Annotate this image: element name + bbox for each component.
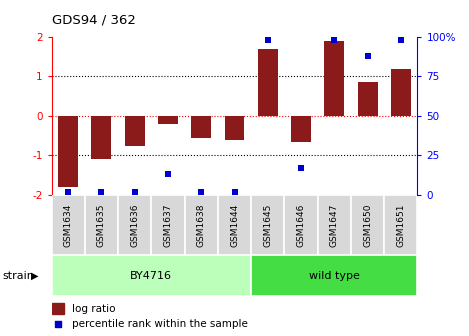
Point bbox=[364, 53, 371, 58]
FancyBboxPatch shape bbox=[384, 195, 417, 255]
Bar bbox=[52, 303, 64, 314]
Point bbox=[264, 37, 272, 43]
Text: GSM1646: GSM1646 bbox=[296, 203, 305, 247]
FancyBboxPatch shape bbox=[185, 195, 218, 255]
FancyBboxPatch shape bbox=[251, 195, 284, 255]
Text: strain: strain bbox=[2, 270, 34, 281]
Bar bbox=[291, 116, 311, 141]
Bar bbox=[357, 82, 378, 116]
Point bbox=[397, 37, 405, 43]
FancyBboxPatch shape bbox=[118, 195, 151, 255]
Text: percentile rank within the sample: percentile rank within the sample bbox=[72, 319, 248, 329]
Text: wild type: wild type bbox=[309, 270, 360, 281]
Text: log ratio: log ratio bbox=[72, 304, 115, 314]
Point bbox=[231, 189, 238, 195]
Bar bbox=[258, 49, 278, 116]
Point bbox=[98, 189, 105, 195]
Text: GSM1644: GSM1644 bbox=[230, 204, 239, 247]
Bar bbox=[324, 41, 344, 116]
Text: GSM1647: GSM1647 bbox=[330, 203, 339, 247]
Text: GSM1638: GSM1638 bbox=[197, 203, 206, 247]
Bar bbox=[225, 116, 244, 140]
Point bbox=[54, 321, 61, 327]
Point bbox=[297, 165, 305, 171]
FancyBboxPatch shape bbox=[218, 195, 251, 255]
FancyBboxPatch shape bbox=[85, 195, 118, 255]
FancyBboxPatch shape bbox=[251, 255, 417, 296]
FancyBboxPatch shape bbox=[284, 195, 318, 255]
Point bbox=[131, 189, 138, 195]
Bar bbox=[58, 116, 78, 187]
Point bbox=[64, 189, 72, 195]
Text: ▶: ▶ bbox=[30, 270, 38, 281]
Text: GDS94 / 362: GDS94 / 362 bbox=[52, 14, 136, 27]
Text: GSM1636: GSM1636 bbox=[130, 203, 139, 247]
Point bbox=[197, 189, 205, 195]
Bar bbox=[391, 69, 411, 116]
Text: GSM1634: GSM1634 bbox=[64, 203, 73, 247]
Bar bbox=[158, 116, 178, 124]
Text: GSM1635: GSM1635 bbox=[97, 203, 106, 247]
Bar bbox=[125, 116, 145, 145]
FancyBboxPatch shape bbox=[52, 195, 85, 255]
Text: GSM1651: GSM1651 bbox=[396, 203, 405, 247]
Text: GSM1637: GSM1637 bbox=[164, 203, 173, 247]
Bar bbox=[191, 116, 211, 138]
Text: GSM1650: GSM1650 bbox=[363, 203, 372, 247]
Bar bbox=[91, 116, 112, 159]
FancyBboxPatch shape bbox=[151, 195, 185, 255]
FancyBboxPatch shape bbox=[318, 195, 351, 255]
Point bbox=[164, 172, 172, 177]
FancyBboxPatch shape bbox=[52, 255, 251, 296]
FancyBboxPatch shape bbox=[351, 195, 384, 255]
Text: BY4716: BY4716 bbox=[130, 270, 173, 281]
Point bbox=[331, 37, 338, 43]
Text: GSM1645: GSM1645 bbox=[263, 203, 272, 247]
